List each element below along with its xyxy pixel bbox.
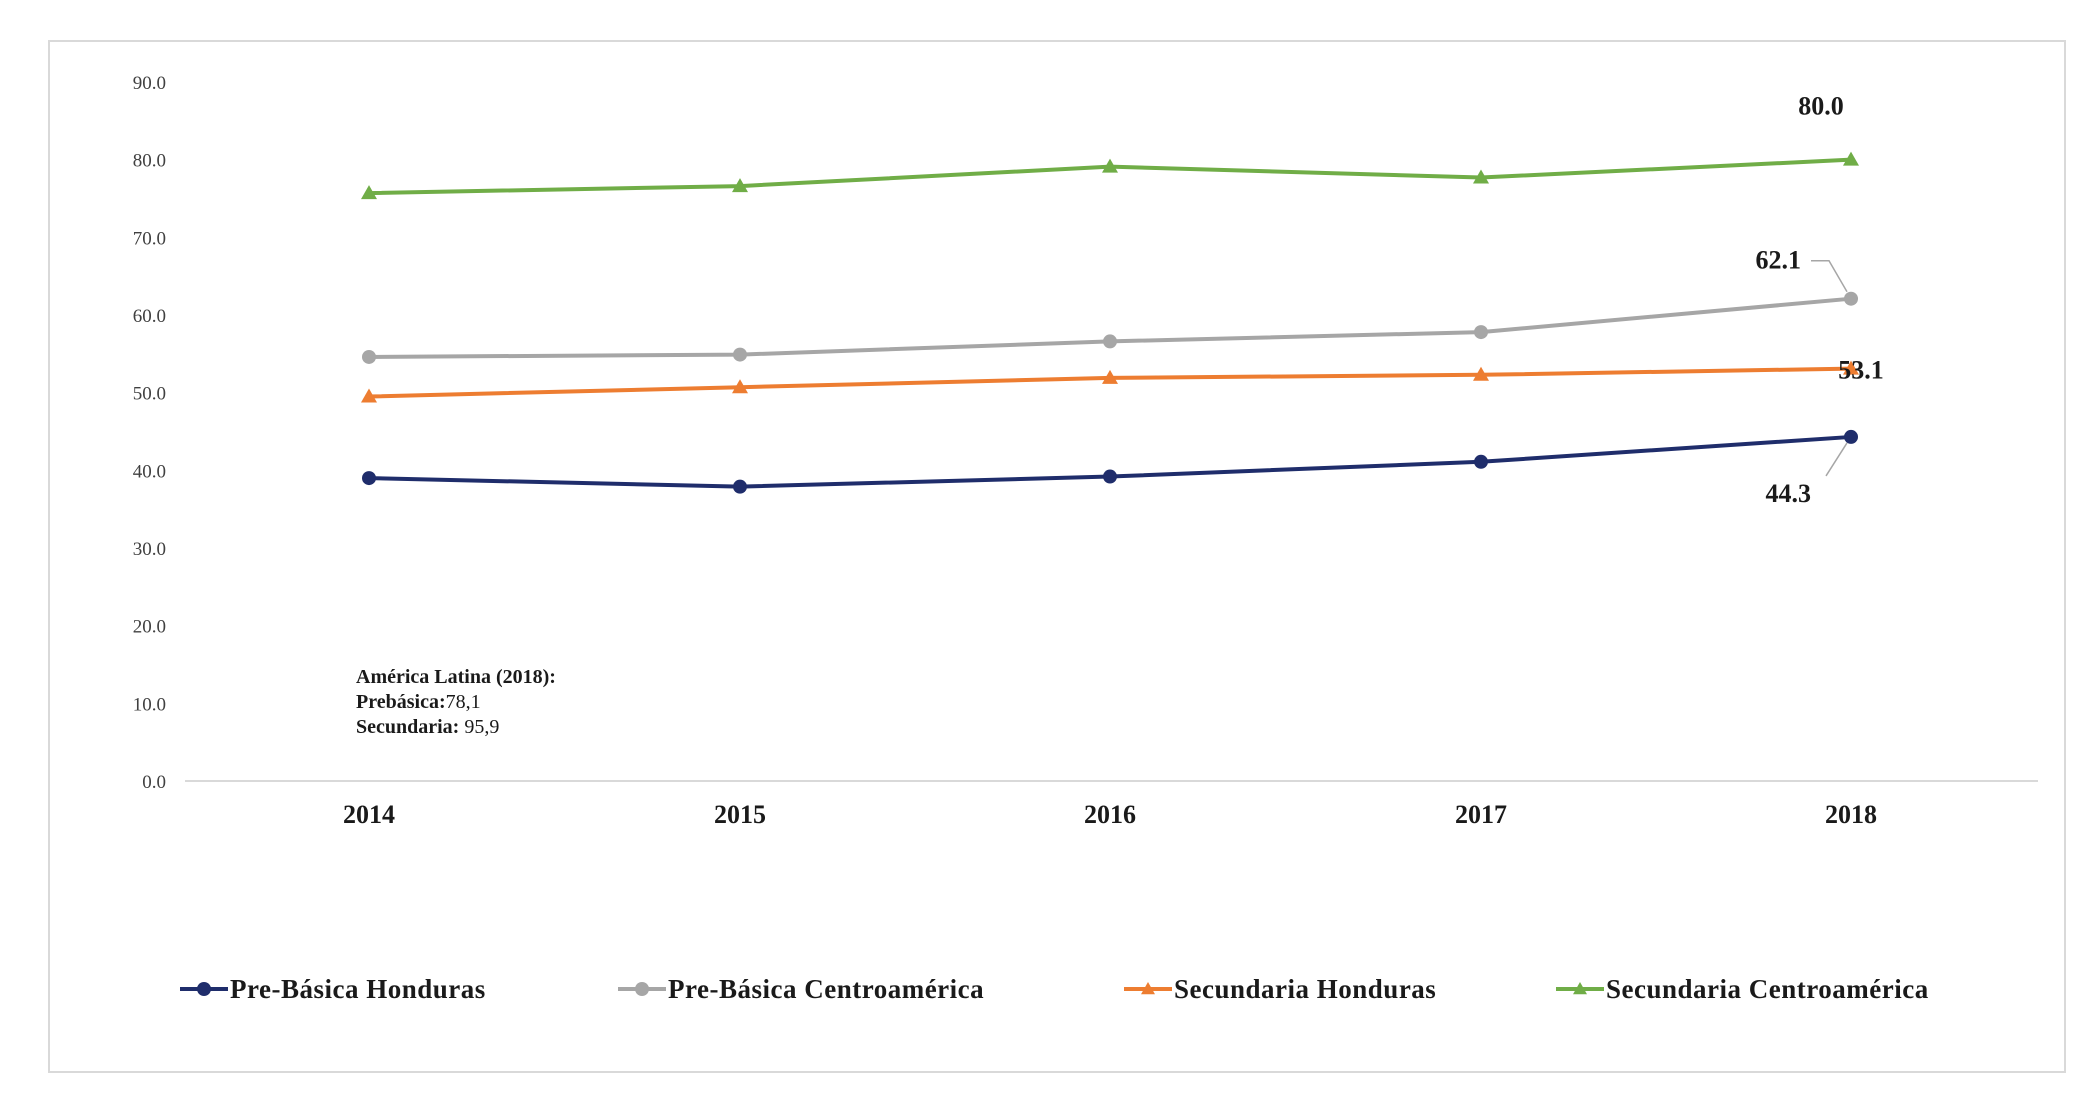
label-leader-line bbox=[1825, 442, 1848, 477]
data-point-marker bbox=[362, 471, 376, 486]
data-point-marker bbox=[1573, 982, 1587, 995]
data-point-marker bbox=[732, 178, 748, 193]
data-point-marker bbox=[1843, 151, 1859, 166]
series-lines bbox=[368, 157, 1852, 489]
legend-item: Secundaria Centroamérica bbox=[1556, 974, 1929, 1004]
chart-frame bbox=[48, 40, 2066, 1073]
y-tick-label: 10.0 bbox=[133, 694, 166, 715]
note-title: América Latina (2018): bbox=[356, 666, 556, 688]
data-point-marker bbox=[361, 388, 377, 403]
legend-label: Secundaria Centroamérica bbox=[1606, 974, 1929, 1004]
data-point-marker bbox=[362, 349, 376, 364]
data-point-marker bbox=[733, 347, 747, 362]
series-markers bbox=[361, 151, 1859, 494]
y-tick-label: 30.0 bbox=[133, 539, 166, 560]
legend-item: Pre-Básica Centroamérica bbox=[618, 974, 984, 1004]
legend-item: Pre-Básica Honduras bbox=[180, 974, 486, 1004]
x-tick-label: 2016 bbox=[1084, 800, 1136, 829]
note-prebasica-value: 78,1 bbox=[446, 691, 481, 713]
y-tick-label: 20.0 bbox=[133, 617, 166, 638]
data-label: 44.3 bbox=[1766, 479, 1812, 508]
data-point-marker bbox=[1474, 454, 1488, 469]
note-secundaria: Secundaria: 95,9 bbox=[356, 716, 499, 738]
data-label: 53.1 bbox=[1838, 356, 1884, 385]
legend-label: Pre-Básica Centroamérica bbox=[668, 974, 984, 1004]
data-point-marker bbox=[1474, 325, 1488, 340]
data-point-marker bbox=[732, 379, 748, 394]
data-point-marker bbox=[1473, 366, 1489, 381]
y-tick-label: 60.0 bbox=[133, 306, 166, 327]
latin-america-note: América Latina (2018): Prebásica:78,1 Se… bbox=[356, 666, 556, 738]
x-tick-label: 2017 bbox=[1455, 800, 1507, 829]
legend-label: Secundaria Honduras bbox=[1174, 974, 1436, 1004]
data-point-marker bbox=[1141, 982, 1155, 995]
note-secundaria-label: Secundaria: bbox=[356, 716, 459, 738]
data-point-marker bbox=[1844, 429, 1858, 444]
y-axis-ticks: 0.0 10.0 20.0 30.0 40.0 50.0 60.0 70.0 80.0 90.0 bbox=[133, 73, 166, 793]
x-tick-label: 2018 bbox=[1825, 800, 1877, 829]
x-tick-label: 2014 bbox=[343, 800, 395, 829]
y-tick-label: 80.0 bbox=[133, 151, 166, 172]
data-point-marker bbox=[635, 982, 649, 996]
data-point-marker bbox=[197, 982, 211, 996]
data-point-marker bbox=[1102, 158, 1118, 173]
data-point-marker bbox=[361, 185, 377, 200]
data-point-marker bbox=[1103, 469, 1117, 484]
y-tick-label: 50.0 bbox=[133, 384, 166, 405]
data-labels: 44.3 62.1 53.1 80.0 bbox=[1756, 92, 1884, 508]
note-secundaria-value: 95,9 bbox=[459, 716, 499, 738]
legend: Pre-Básica Honduras Pre-Básica Centroamér… bbox=[180, 974, 1929, 1004]
legend-item: Secundaria Honduras bbox=[1124, 974, 1436, 1004]
data-label: 62.1 bbox=[1756, 246, 1802, 275]
note-prebasica: Prebásica:78,1 bbox=[356, 691, 481, 713]
data-point-marker bbox=[1103, 334, 1117, 349]
data-point-marker bbox=[733, 479, 747, 494]
y-tick-label: 40.0 bbox=[133, 461, 166, 482]
y-tick-label: 90.0 bbox=[133, 73, 166, 94]
legend-label: Pre-Básica Honduras bbox=[230, 974, 486, 1004]
y-tick-label: 70.0 bbox=[133, 228, 166, 249]
data-point-marker bbox=[1843, 360, 1859, 375]
label-leader-line bbox=[1811, 259, 1848, 293]
data-point-marker bbox=[1473, 169, 1489, 184]
data-point-marker bbox=[1844, 291, 1858, 306]
x-tick-label: 2015 bbox=[714, 800, 766, 829]
data-point-marker bbox=[1102, 369, 1118, 384]
y-tick-label: 0.0 bbox=[142, 772, 166, 793]
data-label: 80.0 bbox=[1798, 92, 1844, 121]
x-axis-ticks: 2014 2015 2016 2017 2018 bbox=[343, 800, 1877, 829]
note-prebasica-label: Prebásica: bbox=[356, 691, 446, 713]
